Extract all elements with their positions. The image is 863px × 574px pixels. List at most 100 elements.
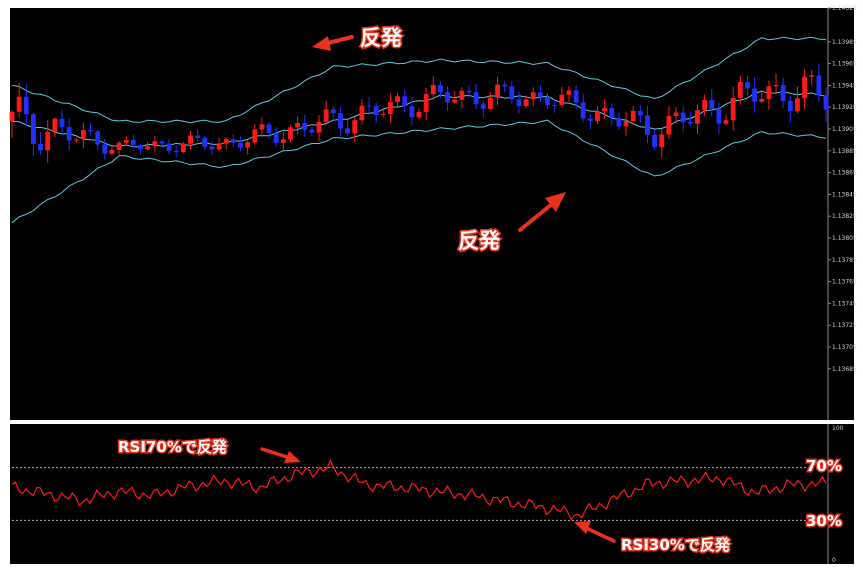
candle-body <box>345 128 350 134</box>
candle-body <box>766 86 772 99</box>
candle-body <box>302 123 308 130</box>
candle-body <box>809 75 815 77</box>
candle-body <box>545 96 550 106</box>
candle-body <box>702 100 708 111</box>
candle-body <box>737 81 743 98</box>
candle-body <box>787 100 793 112</box>
arrow-shaft <box>260 447 292 460</box>
candle-body <box>395 96 400 102</box>
candle-body <box>687 122 693 124</box>
candle-body <box>816 75 822 96</box>
bollinger-upper-line <box>11 36 827 124</box>
candle-body <box>338 113 343 129</box>
candle-body <box>616 117 622 127</box>
price-tick-label: 1.13765 <box>832 279 857 286</box>
candle-body <box>259 124 265 130</box>
candle-body <box>573 90 579 103</box>
rsi-tick-label: 0 <box>832 557 836 564</box>
candle-body <box>209 146 215 150</box>
rsi-axis-ticks: 100 0 <box>832 425 844 564</box>
candle-body <box>716 108 722 124</box>
arrow-shaft <box>584 526 616 543</box>
candle-body <box>773 84 779 87</box>
price-tick-label: 1.13945 <box>832 82 857 89</box>
candle-body <box>59 118 65 128</box>
candle-body <box>780 84 786 101</box>
price-tick-label: 1.13905 <box>832 126 857 133</box>
candle-body <box>509 86 515 100</box>
bollinger-lower-line <box>11 119 827 224</box>
candle-body <box>530 92 536 100</box>
candle-body <box>680 112 686 123</box>
candle-body <box>488 97 493 109</box>
candle-body <box>537 92 543 97</box>
price-tick-label: 1.13825 <box>832 213 857 220</box>
candle-body <box>466 90 472 93</box>
candle-body <box>587 118 593 121</box>
candle-body <box>637 110 643 116</box>
candle-body <box>623 121 629 127</box>
candle-body <box>795 98 800 112</box>
candle-body <box>516 99 522 106</box>
candle-body <box>609 107 615 118</box>
candle-body <box>45 131 51 151</box>
candle-body <box>116 142 122 150</box>
price-tick-label: 1.13705 <box>832 344 857 351</box>
rsi-line <box>11 459 827 521</box>
candle-body <box>388 101 393 114</box>
candles <box>9 63 829 163</box>
arrow-rebound-top <box>312 35 354 51</box>
price-tick-label: 1.14025 <box>832 5 857 12</box>
candle-body <box>495 84 500 98</box>
price-tick-label: 1.13865 <box>832 170 857 177</box>
candle-body <box>66 127 72 141</box>
candle-body <box>202 137 208 147</box>
price-axis-area <box>828 8 854 420</box>
level-label-30: 30% <box>806 512 842 530</box>
price-tick-label: 1.13725 <box>832 322 857 329</box>
candle-body <box>752 88 757 102</box>
candle-body <box>595 111 600 121</box>
rsi-tick-label: 100 <box>832 425 844 432</box>
arrow-head <box>574 521 591 534</box>
candle-body <box>166 143 172 151</box>
candle-body <box>195 135 201 138</box>
candle-body <box>445 92 450 103</box>
candle-body <box>9 111 15 122</box>
candle-body <box>402 96 408 107</box>
annotations: 反発 反発 RSI70%で反発 RSI30%で反発 70% 30% <box>117 25 844 556</box>
candle-body <box>323 109 329 122</box>
candle-body <box>645 115 650 135</box>
candle-body <box>366 105 372 107</box>
candle-body <box>552 105 558 107</box>
candle-body <box>430 84 436 95</box>
price-tick-label: 1.13845 <box>832 191 857 198</box>
level-label-70: 70% <box>806 457 842 475</box>
candle-body <box>359 105 365 121</box>
candle-body <box>52 118 58 132</box>
candle-body <box>695 110 700 124</box>
candle-body <box>38 143 43 151</box>
rsi-plot-area <box>10 424 828 564</box>
rsi-axis-area <box>828 424 854 564</box>
price-tick-label: 1.13925 <box>832 104 857 111</box>
arrow-rebound-bottom <box>518 192 566 232</box>
candle-body <box>130 139 136 146</box>
candle-body <box>102 144 108 154</box>
candle-body <box>823 95 829 110</box>
candle-body <box>452 99 458 103</box>
candle-body <box>273 133 279 143</box>
candle-body <box>480 104 486 109</box>
candle-body <box>266 124 272 134</box>
annotation-rebound-top: 反発 <box>360 26 403 50</box>
annotation-rebound-bottom: 反発 <box>458 229 501 253</box>
arrow-head <box>312 36 331 51</box>
candle-body <box>23 96 29 115</box>
price-tick-label: 1.13785 <box>832 257 857 264</box>
candle-body <box>409 106 415 118</box>
candle-body <box>188 135 193 144</box>
candle-body <box>352 120 358 134</box>
candle-body <box>380 113 386 115</box>
candle-body <box>16 96 22 112</box>
